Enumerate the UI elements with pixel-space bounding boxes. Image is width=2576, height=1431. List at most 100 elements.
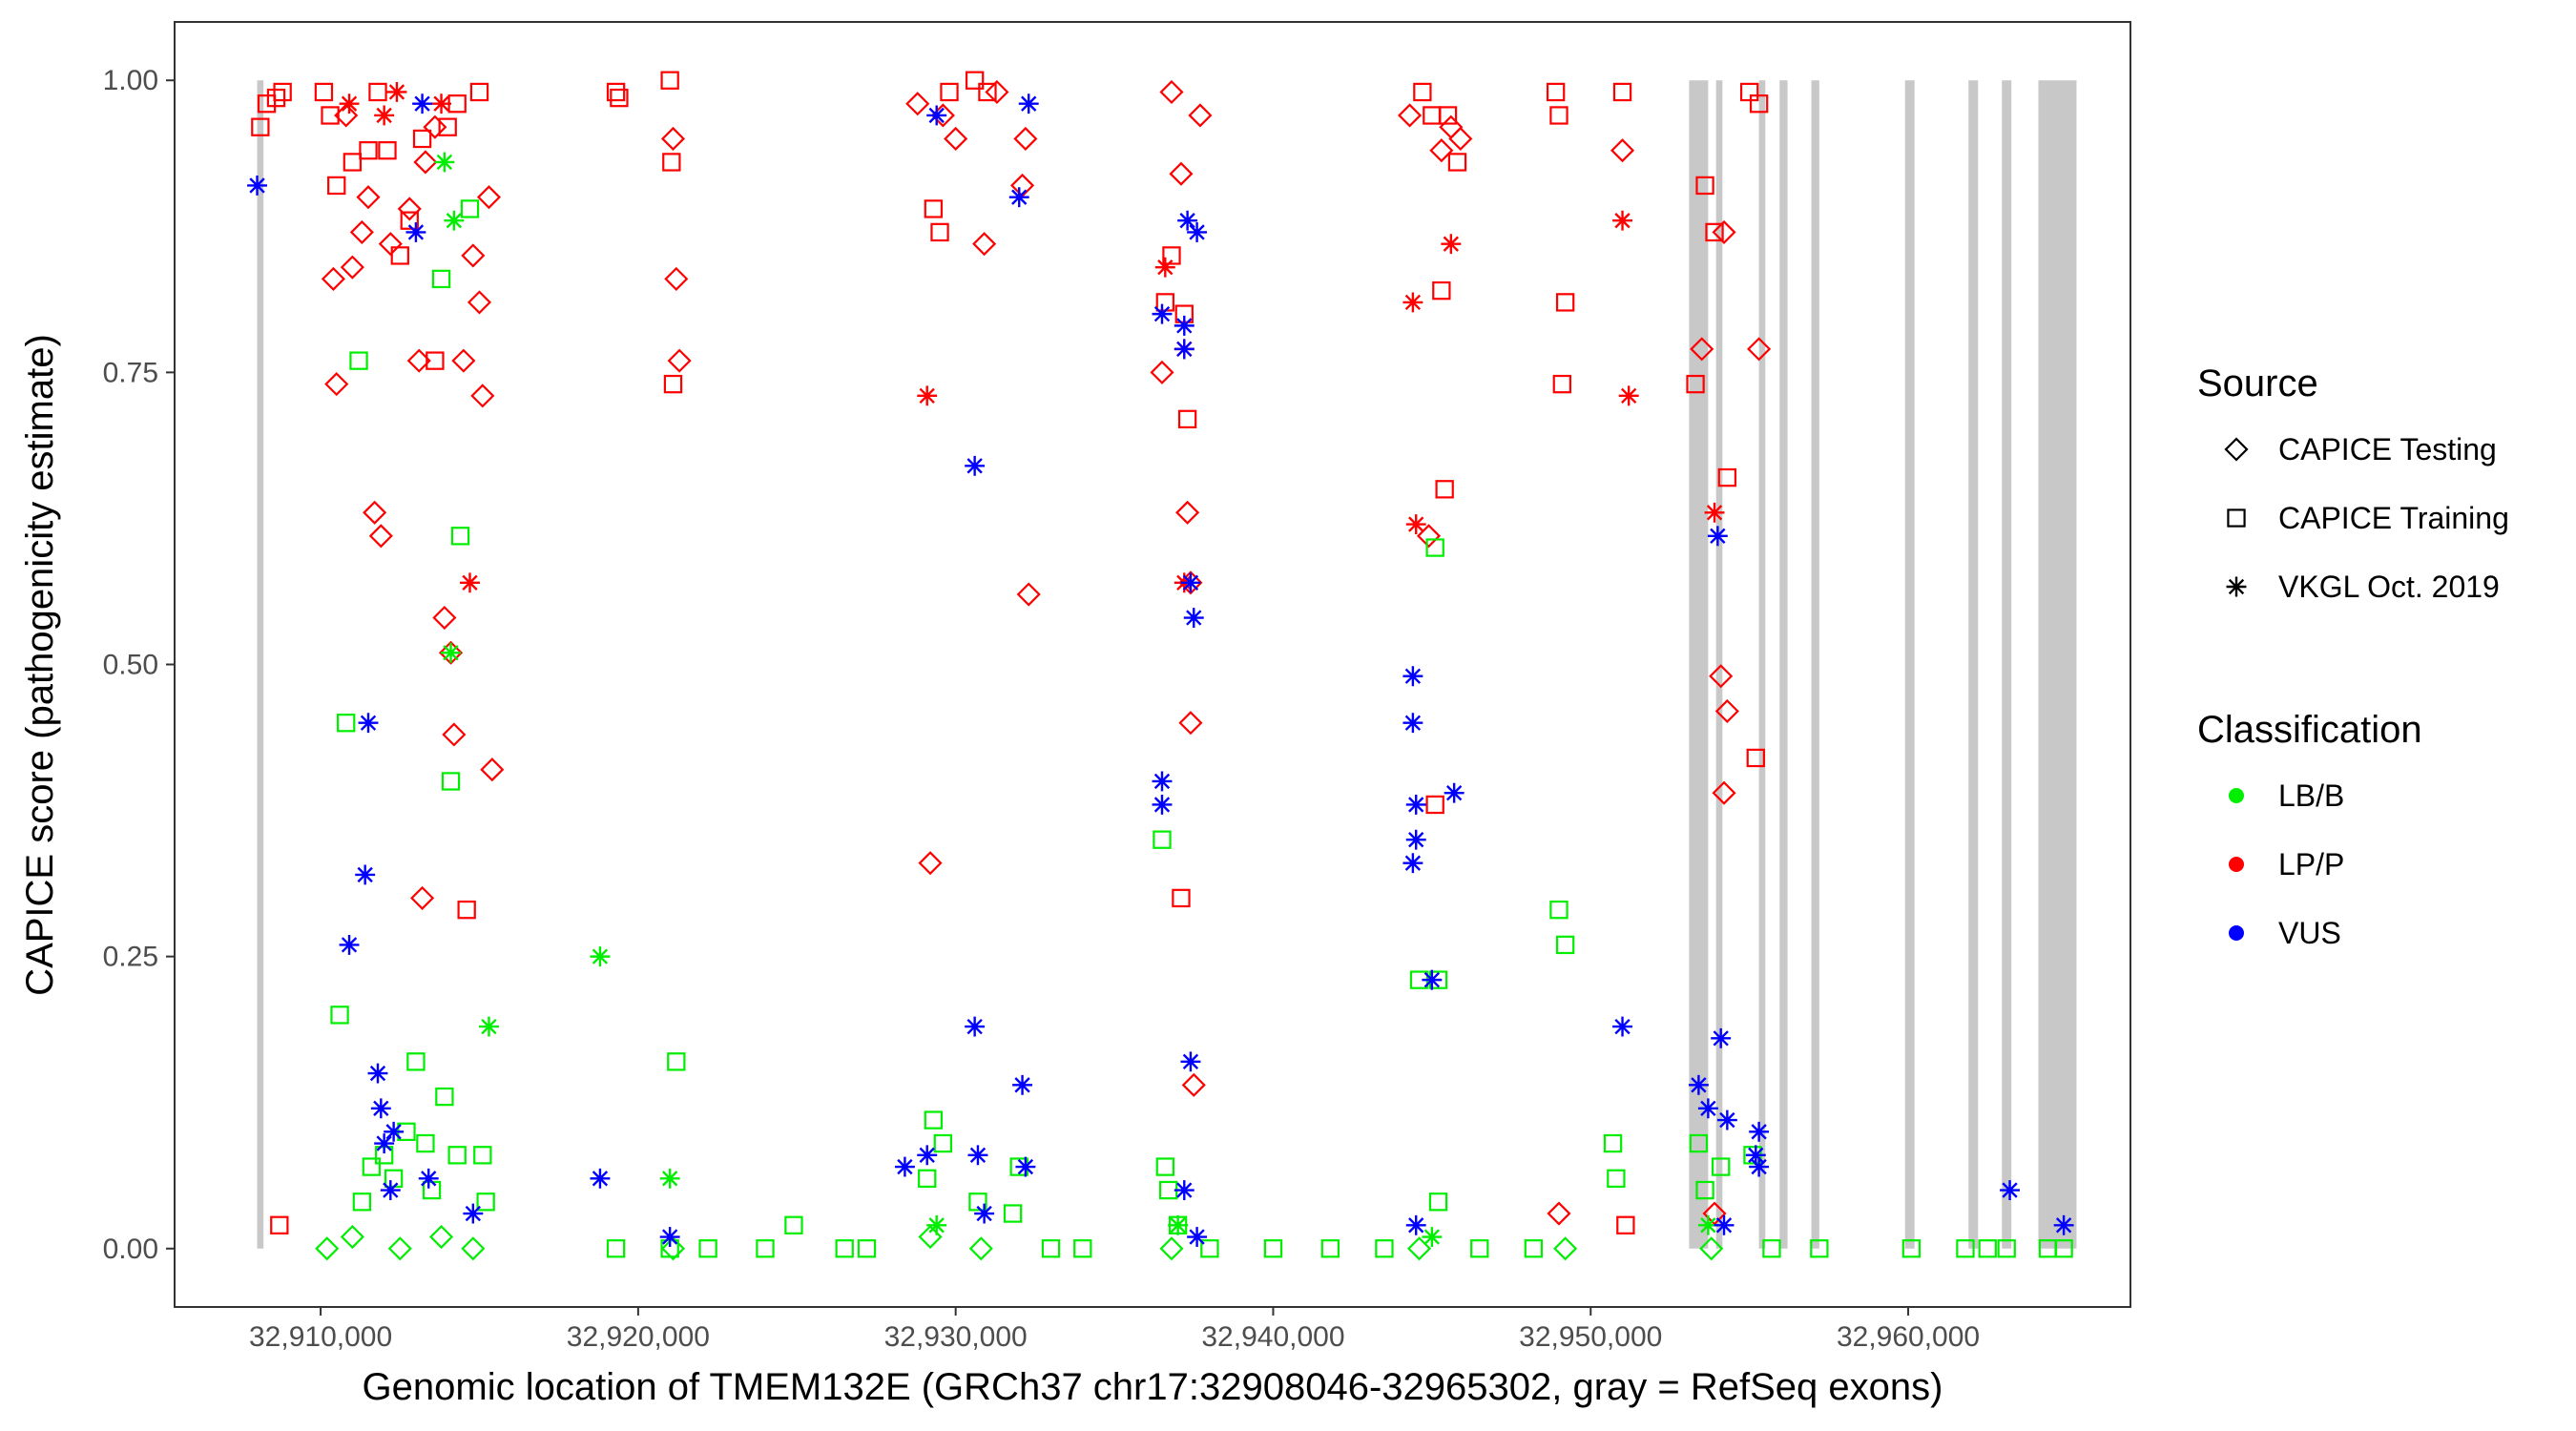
data-point <box>356 185 381 210</box>
data-point <box>363 500 387 525</box>
data-point <box>1747 337 1772 362</box>
data-point <box>1416 524 1442 549</box>
legend-source-key <box>2227 508 2246 528</box>
data-point <box>1616 1215 1635 1234</box>
data-point <box>1428 1192 1448 1212</box>
data-point <box>1183 608 1204 628</box>
data-point <box>442 722 467 747</box>
x-tick-label: 32,950,000 <box>1519 1321 1662 1353</box>
data-point <box>1162 246 1181 265</box>
data-point <box>431 269 451 289</box>
data-point <box>460 199 480 218</box>
data-point <box>1152 303 1173 324</box>
data-point <box>1041 1239 1061 1258</box>
data-point <box>1702 1201 1727 1226</box>
data-point <box>667 348 692 373</box>
data-point <box>330 1006 349 1025</box>
data-point <box>926 105 947 126</box>
data-point <box>1695 176 1714 196</box>
data-point <box>432 605 457 631</box>
data-point <box>1188 103 1213 128</box>
legend: Source CAPICE Testing CAPICE Training VKGL… <box>2197 363 2509 950</box>
data-point <box>327 176 346 196</box>
data-point <box>1447 153 1467 172</box>
data-point <box>340 255 364 280</box>
exon-bands <box>257 80 2077 1249</box>
legend-classification-label: VUS <box>2278 916 2341 950</box>
data-point <box>1711 1027 1732 1048</box>
data-point <box>461 1236 486 1261</box>
data-point <box>1402 666 1423 687</box>
exon-band <box>1811 80 1819 1249</box>
data-point <box>1810 1239 1829 1258</box>
data-point <box>905 92 930 116</box>
data-point <box>367 1063 388 1084</box>
data-point <box>1009 173 1035 197</box>
legend-classification-title: Classification <box>2197 709 2422 751</box>
data-point <box>467 290 492 315</box>
data-point <box>1762 1239 1781 1258</box>
data-point <box>590 1168 611 1189</box>
data-point <box>359 141 378 160</box>
data-point <box>1716 1110 1737 1130</box>
data-point <box>476 1192 495 1212</box>
data-point <box>1320 1239 1340 1258</box>
data-point <box>378 141 397 160</box>
data-point <box>426 351 445 370</box>
data-point <box>469 82 489 102</box>
data-point <box>918 851 943 876</box>
data-point <box>406 1052 426 1071</box>
data-point <box>659 1168 680 1189</box>
exon-band <box>1779 80 1788 1249</box>
exon-band <box>1758 80 1766 1249</box>
data-point <box>460 572 480 593</box>
data-point <box>1553 1236 1578 1261</box>
data-point <box>1435 480 1454 499</box>
data-point <box>386 82 407 102</box>
data-point <box>1413 82 1432 102</box>
data-point <box>2000 1180 2020 1200</box>
legend-source-title: Source <box>2197 363 2318 404</box>
data-point <box>933 1133 953 1153</box>
data-point <box>340 1224 364 1250</box>
data-point <box>1704 502 1725 523</box>
data-point <box>368 82 387 102</box>
data-point <box>1263 1239 1283 1258</box>
data-point <box>1175 500 1200 525</box>
exon-band <box>1968 80 1979 1249</box>
exon-band <box>2002 80 2012 1249</box>
data-point <box>1552 374 1571 394</box>
data-point <box>431 93 451 114</box>
data-point <box>590 946 611 967</box>
data-point <box>659 1227 680 1247</box>
data-point <box>1686 374 1705 394</box>
data-point <box>1690 337 1714 362</box>
exon-band <box>2038 80 2077 1249</box>
exon-band <box>1715 80 1723 1249</box>
data-point <box>1707 526 1728 547</box>
data-point <box>1150 360 1174 384</box>
data-point <box>978 82 997 102</box>
data-point <box>1169 161 1194 186</box>
data-point <box>610 88 629 108</box>
data-point <box>1375 1239 1394 1258</box>
data-point <box>1997 1239 2016 1258</box>
data-point <box>917 1145 938 1166</box>
data-point <box>416 1133 435 1153</box>
data-point <box>349 351 368 370</box>
data-point <box>473 1146 492 1165</box>
data-point <box>1402 713 1423 734</box>
data-point <box>940 82 959 102</box>
data-point <box>463 1203 484 1224</box>
data-point <box>1152 771 1173 792</box>
data-point <box>266 88 286 108</box>
data-point <box>926 1214 947 1235</box>
data-point <box>1697 1098 1718 1119</box>
legend-classification-items: LB/B LP/P VUS <box>2229 778 2344 950</box>
y-tick-label: 0.75 <box>103 357 158 388</box>
data-point <box>667 1052 686 1071</box>
data-point <box>438 640 464 665</box>
data-point <box>270 1215 289 1234</box>
data-point <box>606 1239 626 1258</box>
